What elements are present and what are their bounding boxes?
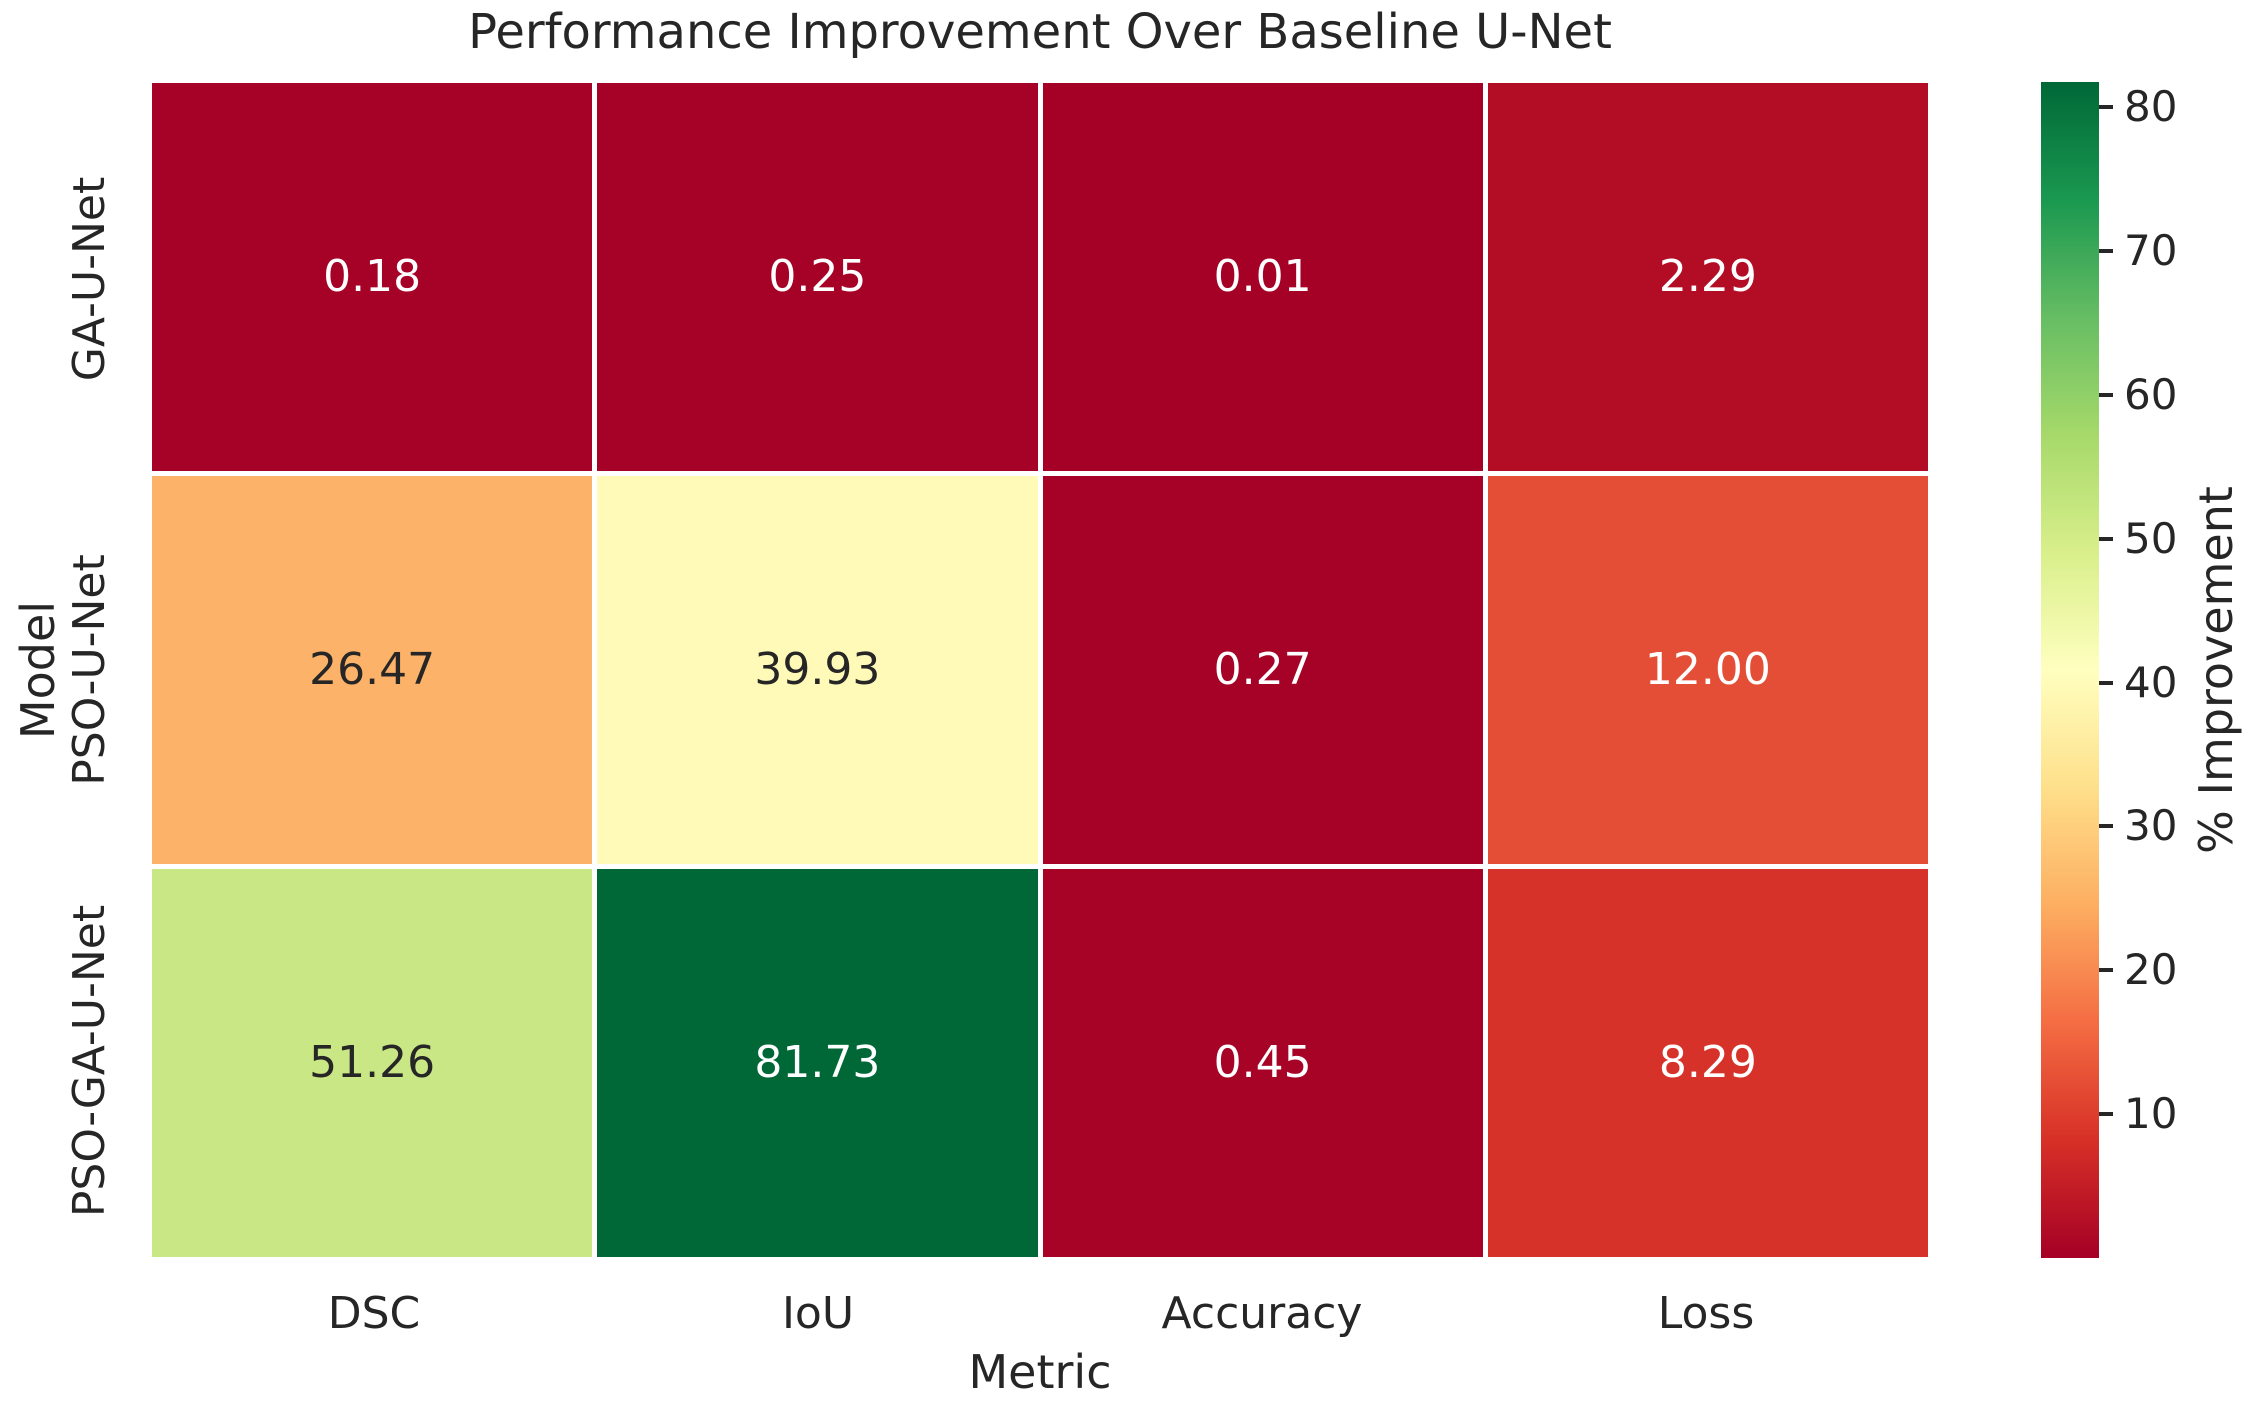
colorbar-tick-mark — [2099, 680, 2113, 685]
colorbar-tick-mark — [2099, 536, 2113, 541]
heatmap-cell: 0.25 — [597, 83, 1038, 471]
colorbar-tick-label: 50 — [2124, 513, 2178, 563]
colorbar-tick-mark — [2099, 968, 2113, 973]
heatmap-cell: 39.93 — [597, 476, 1038, 864]
heatmap-cell: 0.27 — [1042, 476, 1483, 864]
heatmap-cell: 0.01 — [1042, 83, 1483, 471]
heatmap-cell: 81.73 — [597, 869, 1038, 1257]
heatmap-cell: 2.29 — [1487, 83, 1928, 471]
x-tick-label: Loss — [1657, 1288, 1755, 1339]
cell-value: 0.45 — [1213, 1037, 1312, 1088]
x-tick-label: DSC — [327, 1288, 421, 1339]
heatmap-cell: 26.47 — [152, 476, 593, 864]
colorbar-tick-label: 70 — [2124, 225, 2178, 275]
colorbar-tick-mark — [2099, 248, 2113, 253]
cell-value: 2.29 — [1658, 251, 1757, 302]
colorbar-label: % Improvement — [2189, 486, 2243, 854]
y-axis-label: Model — [11, 600, 65, 740]
cell-value: 12.00 — [1644, 644, 1771, 695]
colorbar-tick-label: 60 — [2124, 369, 2178, 419]
cell-value: 26.47 — [309, 644, 436, 695]
heatmap-cell: 8.29 — [1487, 869, 1928, 1257]
cell-value: 0.27 — [1213, 644, 1312, 695]
x-tick-label: IoU — [781, 1288, 855, 1339]
heatmap-grid: 0.18 0.25 0.01 2.29 26.47 39.93 0.27 12.00 51.26… — [152, 83, 1928, 1257]
colorbar-tick-label: 80 — [2124, 81, 2178, 131]
colorbar-tick-label: 30 — [2124, 801, 2178, 851]
colorbar-tick-label: 20 — [2124, 945, 2178, 995]
colorbar-tick-mark — [2099, 824, 2113, 829]
colorbar — [2041, 82, 2099, 1258]
colorbar-tick-label: 40 — [2124, 657, 2178, 707]
colorbar-tick-label: 10 — [2124, 1089, 2178, 1139]
cell-value: 0.25 — [768, 251, 867, 302]
chart-title: Performance Improvement Over Baseline U-… — [468, 4, 1612, 60]
y-tick-label: PSO-U-Net — [64, 554, 115, 786]
cell-value: 8.29 — [1658, 1037, 1757, 1088]
heatmap-cell: 0.18 — [152, 83, 593, 471]
colorbar-tick-mark — [2099, 104, 2113, 109]
y-tick-label: PSO-GA-U-Net — [64, 905, 115, 1218]
cell-value: 0.18 — [323, 251, 422, 302]
colorbar-tick-mark — [2099, 1112, 2113, 1117]
heatmap-cell: 51.26 — [152, 869, 593, 1257]
cell-value: 81.73 — [754, 1037, 881, 1088]
cell-value: 39.93 — [754, 644, 881, 695]
y-tick-label: GA-U-Net — [64, 176, 115, 381]
cell-value: 51.26 — [309, 1037, 436, 1088]
heatmap-cell: 0.45 — [1042, 869, 1483, 1257]
cell-value: 0.01 — [1213, 251, 1312, 302]
colorbar-tick-mark — [2099, 392, 2113, 397]
x-tick-label: Accuracy — [1161, 1288, 1363, 1339]
x-axis-label: Metric — [968, 1345, 1112, 1399]
heatmap-cell: 12.00 — [1487, 476, 1928, 864]
